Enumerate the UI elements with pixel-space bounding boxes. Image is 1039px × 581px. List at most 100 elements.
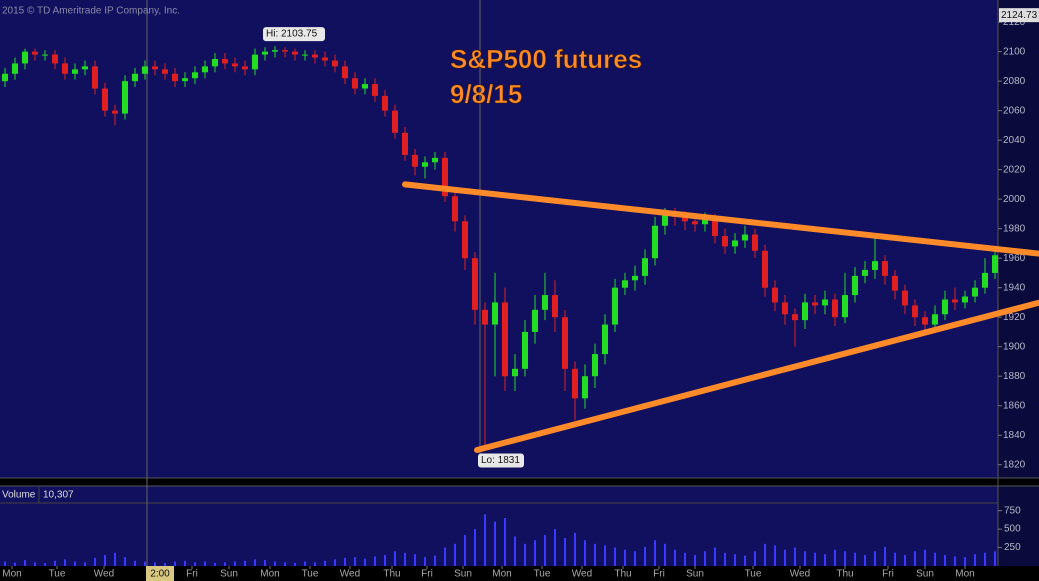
y-tick-label: 1880	[1003, 371, 1026, 382]
volume-bar	[994, 551, 996, 566]
candle-body	[542, 295, 548, 310]
volume-bar	[144, 561, 146, 566]
candle-body	[82, 66, 88, 70]
x-tick-label: Tue	[302, 569, 319, 580]
source: 2015 © TD Ameritrade IP Company, Inc.	[2, 6, 180, 17]
price-panel	[0, 0, 998, 478]
volume-bar	[394, 551, 396, 566]
candle-body	[932, 314, 938, 325]
candle-body	[562, 317, 568, 369]
candle-body	[212, 59, 218, 67]
annotation: Hi: 2103.75	[266, 29, 318, 40]
cursor-label: 2:00	[150, 569, 170, 580]
y-tick-label: 1920	[1003, 312, 1026, 323]
y-tick-label: 2060	[1003, 105, 1026, 116]
candle-body	[742, 234, 748, 241]
volume-bar	[754, 551, 756, 566]
volume-bar	[434, 555, 436, 566]
candle-body	[652, 225, 658, 259]
candle-body	[142, 66, 148, 74]
volume-bar	[824, 554, 826, 566]
annotation-box	[478, 453, 524, 468]
volume-bar	[294, 563, 296, 566]
x-tick-label: Thu	[383, 569, 400, 580]
candle-body	[882, 261, 888, 276]
candle-body	[522, 331, 528, 369]
candle-body	[862, 269, 868, 276]
candle-body	[752, 234, 758, 251]
volume-bar	[84, 562, 86, 566]
candle-body	[852, 275, 858, 296]
volume-bar	[184, 560, 186, 566]
volume-bar	[834, 549, 836, 566]
volume-bar	[344, 557, 346, 566]
candle-body	[582, 376, 588, 399]
volume-bar	[474, 529, 476, 566]
candle-body	[262, 51, 268, 55]
trend-line	[402, 181, 1039, 257]
candle-body	[692, 221, 698, 225]
candle-body	[172, 73, 178, 82]
candle-body	[292, 51, 298, 55]
volume-panel	[0, 486, 998, 566]
candle-body	[202, 66, 208, 73]
candle-body	[642, 258, 648, 276]
volume-bar	[14, 562, 16, 566]
candle-body	[902, 290, 908, 306]
y-tick-label: 2120	[1003, 17, 1026, 28]
volume-bar	[504, 518, 506, 566]
candle-body	[662, 213, 668, 226]
candle-body	[702, 219, 708, 225]
volume-bar	[324, 560, 326, 566]
volume-bar	[114, 552, 116, 566]
candle-body	[942, 299, 948, 315]
candle-body	[322, 57, 328, 61]
candle-body	[112, 110, 118, 114]
candle-body	[372, 84, 378, 96]
candle-body	[402, 132, 408, 155]
volume-bar	[974, 554, 976, 566]
candle-body	[312, 54, 318, 58]
candle-body	[272, 50, 278, 52]
volume-bar	[814, 552, 816, 566]
y-tick-label: 1940	[1003, 282, 1026, 293]
volume-bar	[944, 554, 946, 566]
annotation-box	[263, 27, 325, 42]
volume-bar	[334, 559, 336, 566]
x-tick-label: Wed	[94, 569, 114, 580]
volume-bar	[914, 551, 916, 566]
y-tick-label: 2100	[1003, 46, 1026, 57]
volume-bar	[424, 557, 426, 566]
candle-body	[252, 54, 258, 70]
volume-bar	[164, 563, 166, 566]
candle-body	[242, 66, 248, 70]
volume-bar	[934, 552, 936, 566]
candle-body	[32, 51, 38, 55]
candle-body	[52, 54, 58, 64]
candle-body	[812, 302, 818, 306]
x-tick-label: Mon	[260, 569, 279, 580]
volume-bar	[674, 549, 676, 566]
volume-bar	[254, 559, 256, 566]
volume-bar	[74, 561, 76, 566]
candle-body	[782, 302, 788, 315]
volume-bar	[304, 561, 306, 566]
candle-body	[622, 280, 628, 288]
volume-bar	[604, 545, 606, 566]
candle-body	[972, 287, 978, 297]
x-tick-label: Thu	[614, 569, 631, 580]
price-axis-panel	[998, 0, 1039, 478]
volume-bar	[34, 562, 36, 566]
y-tick-label: 1980	[1003, 223, 1026, 234]
candle-body	[532, 309, 538, 332]
candle-body	[352, 78, 358, 89]
volume-bar	[804, 551, 806, 566]
volume-bar	[874, 551, 876, 566]
volume-bar	[384, 554, 386, 566]
candle-body	[602, 324, 608, 355]
candle-body	[302, 54, 308, 56]
x-tick-label: Wed	[790, 569, 810, 580]
x-tick-label: Tue	[49, 569, 66, 580]
